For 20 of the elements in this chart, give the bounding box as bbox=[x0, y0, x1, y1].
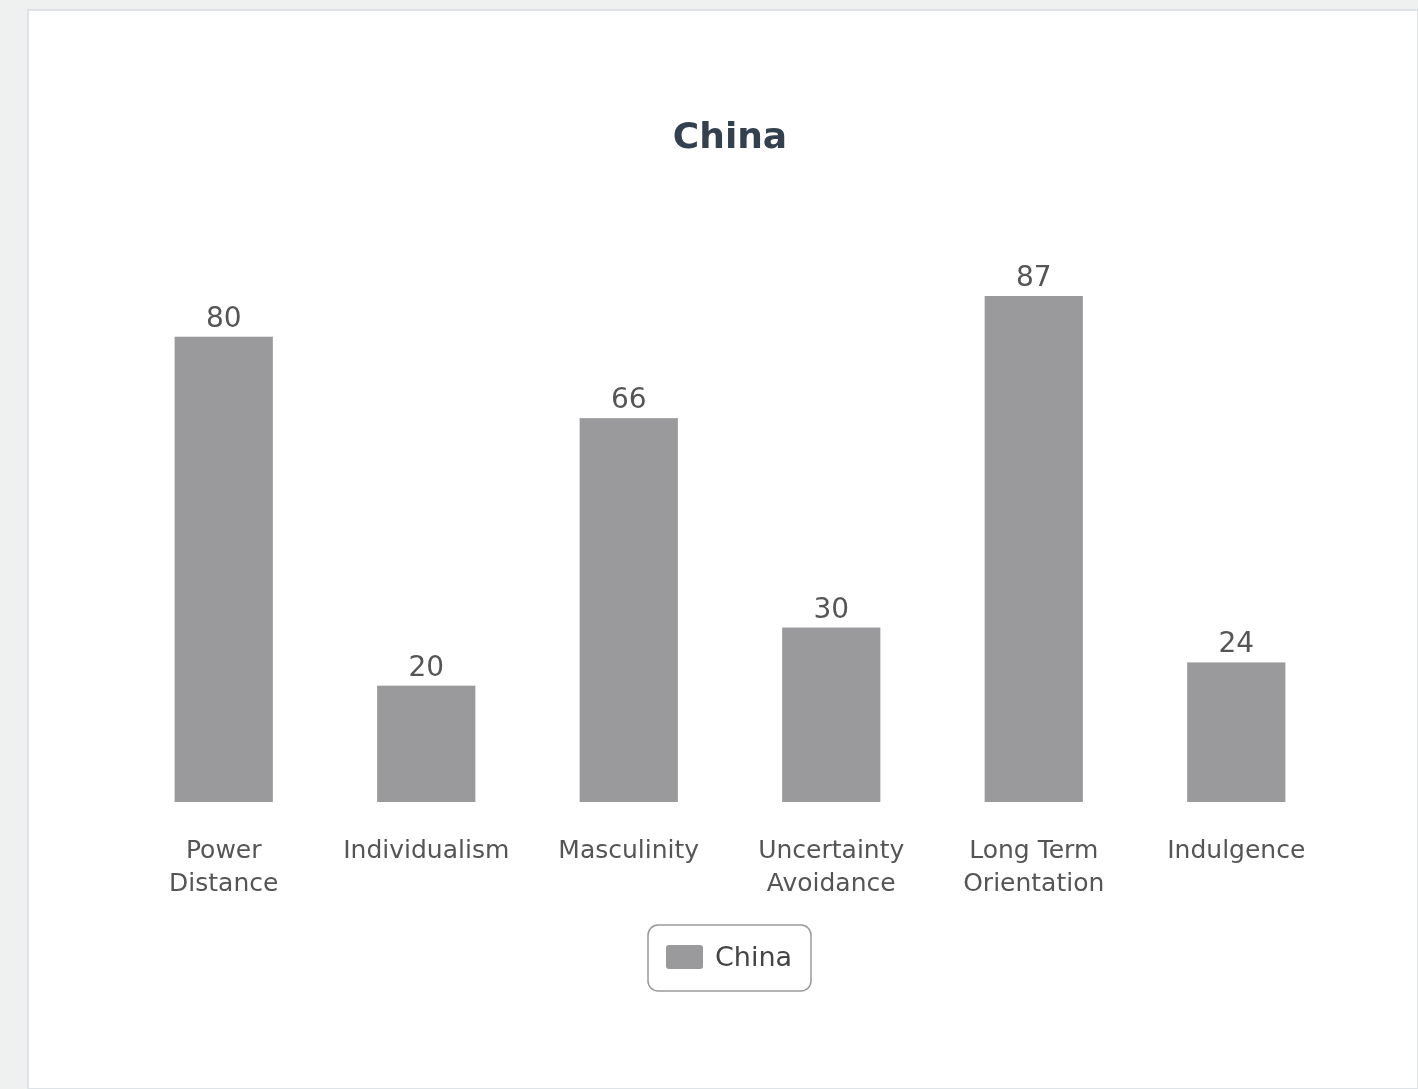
x-tick-label: Indulgence bbox=[1167, 835, 1306, 864]
data-label: 20 bbox=[408, 649, 445, 683]
chart-title: China bbox=[672, 115, 788, 156]
x-tick-label: Individualism bbox=[343, 835, 510, 864]
legend-label: China bbox=[715, 941, 793, 972]
x-tick-label: Masculinity bbox=[558, 835, 700, 864]
data-label: 66 bbox=[610, 382, 647, 416]
x-tick-label: Power Distance bbox=[169, 835, 279, 897]
bar bbox=[377, 685, 476, 802]
bar bbox=[1187, 662, 1286, 802]
x-tick-label: Long Term Orientation bbox=[963, 835, 1105, 897]
data-label: 87 bbox=[1015, 260, 1052, 293]
bar bbox=[174, 336, 273, 802]
bar bbox=[984, 296, 1083, 802]
bar bbox=[579, 418, 678, 802]
data-label: 24 bbox=[1218, 626, 1255, 660]
x-tick-label: Uncertainty Avoidance bbox=[758, 835, 905, 897]
data-label: 30 bbox=[813, 591, 850, 625]
bar bbox=[782, 627, 881, 802]
data-label: 80 bbox=[205, 300, 242, 334]
